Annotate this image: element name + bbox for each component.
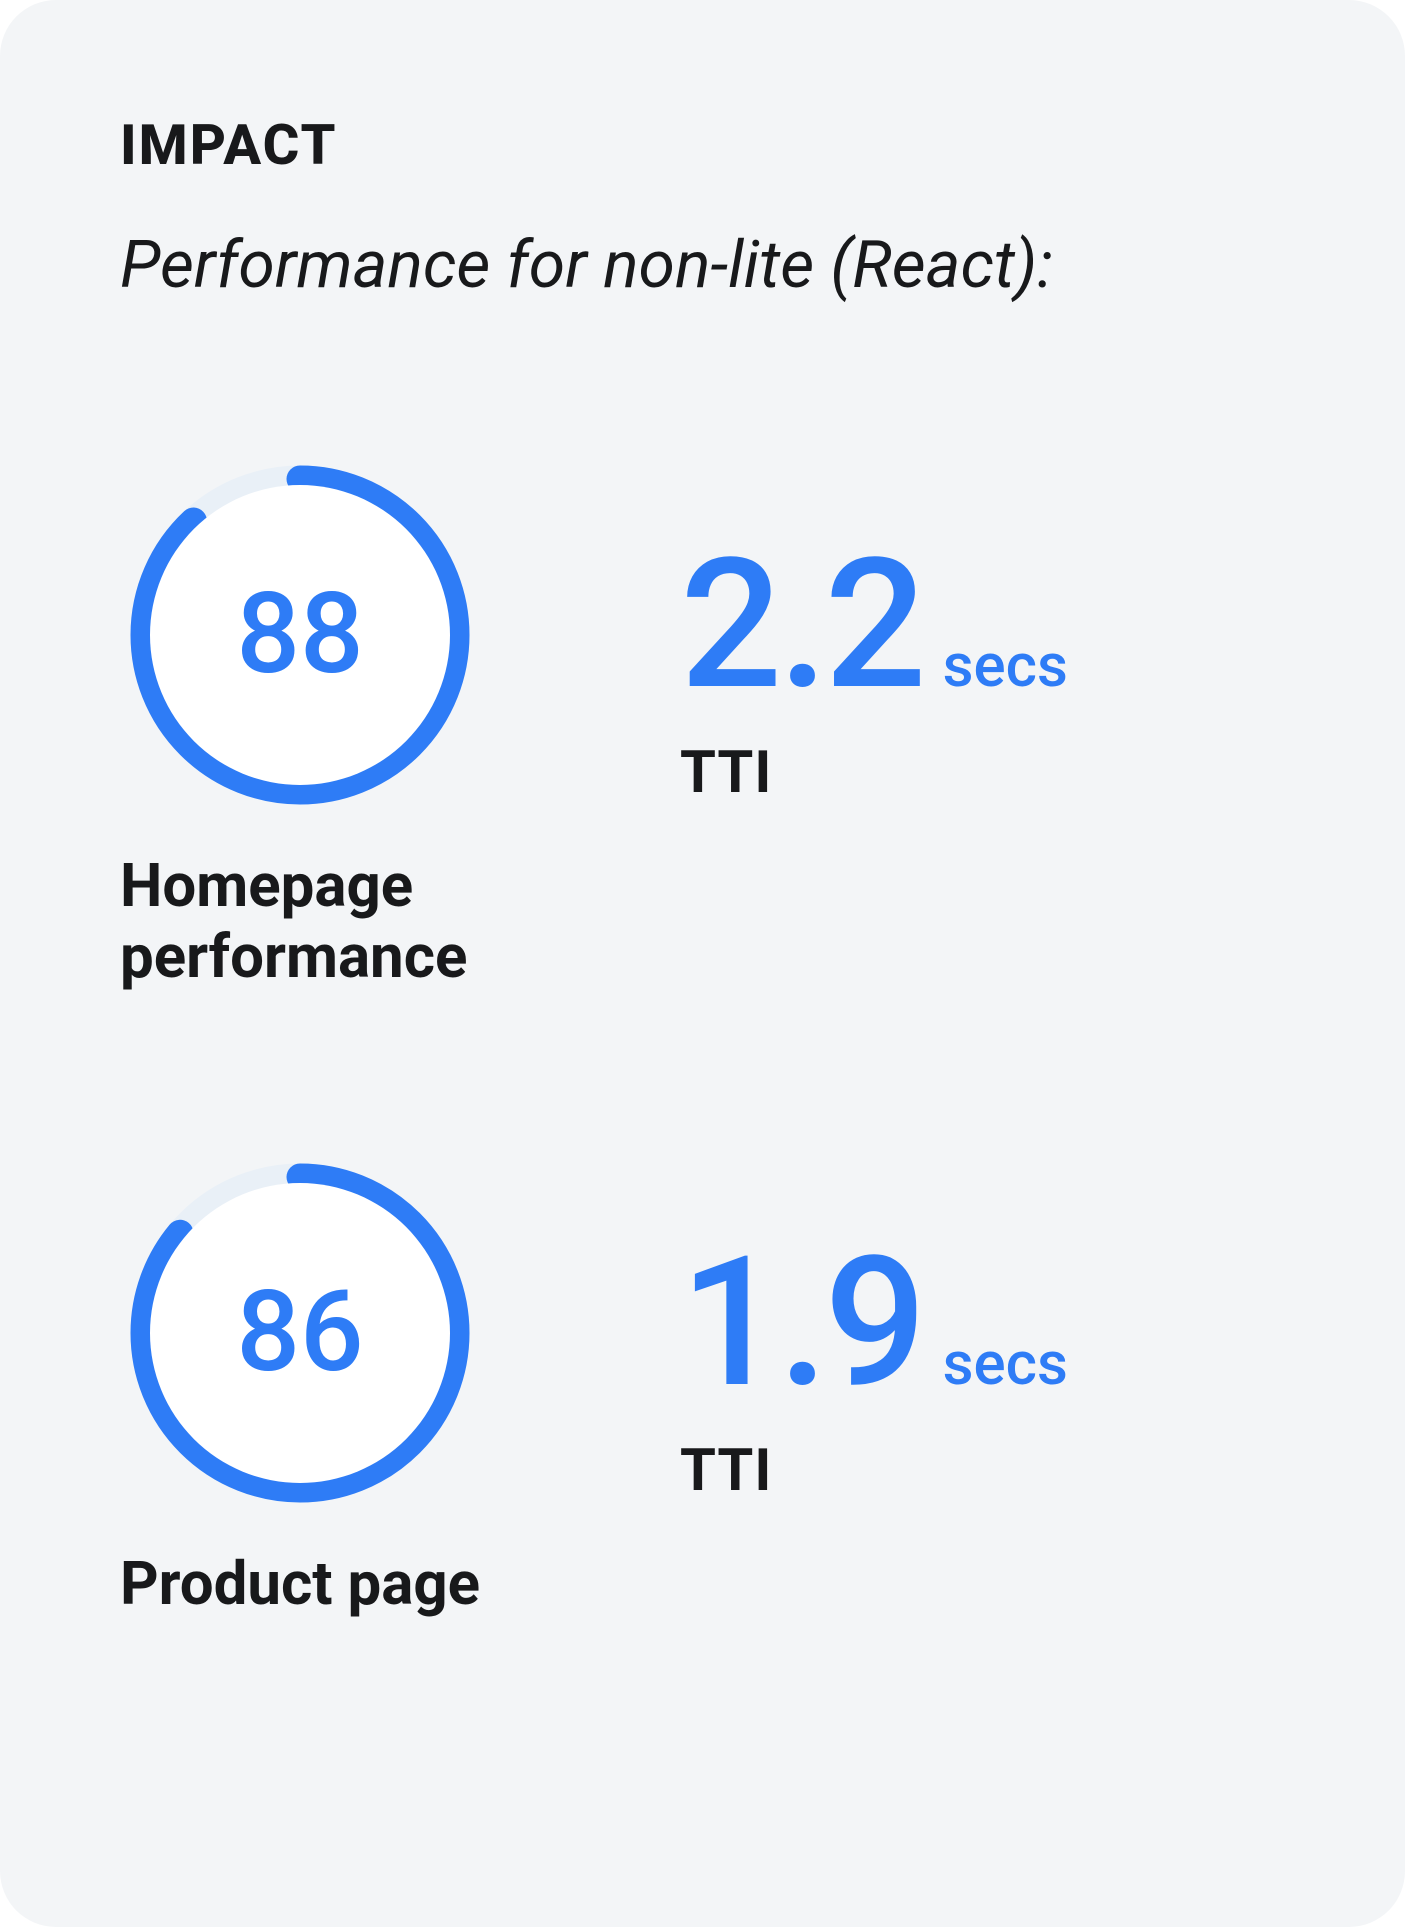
metric-value-product: 1.9 — [680, 1233, 923, 1413]
metric-row-homepage: 88 Homepage performance 2.2 secs TTI — [120, 455, 1285, 993]
gauge-label-homepage: Homepage performance — [120, 851, 540, 993]
gauge-wrap-product: 86 Product page — [120, 1153, 540, 1620]
metric-top-homepage: 2.2 secs — [680, 535, 1068, 715]
gauge-product: 86 — [120, 1153, 480, 1513]
gauge-score-product: 86 — [236, 1277, 363, 1389]
gauge-homepage: 88 — [120, 455, 480, 815]
metric-unit-homepage: secs — [943, 636, 1068, 710]
metric-value-homepage: 2.2 — [680, 535, 923, 715]
metric-row-product: 86 Product page 1.9 secs TTI — [120, 1153, 1285, 1620]
gauge-inner-homepage: 88 — [150, 485, 450, 785]
metric-unit-product: secs — [943, 1334, 1068, 1408]
impact-card: IMPACT Performance for non-lite (React):… — [0, 0, 1405, 1927]
gauge-inner-product: 86 — [150, 1183, 450, 1483]
metric-homepage: 2.2 secs TTI — [680, 455, 1068, 807]
metric-top-product: 1.9 secs — [680, 1233, 1068, 1413]
heading-impact: IMPACT — [120, 112, 1285, 178]
subheading: Performance for non-lite (React): — [120, 226, 1285, 305]
gauge-score-homepage: 88 — [236, 579, 363, 691]
gauge-label-product: Product page — [120, 1549, 480, 1620]
metric-label-homepage: TTI — [680, 739, 1068, 807]
gauge-wrap-homepage: 88 Homepage performance — [120, 455, 540, 993]
metric-product: 1.9 secs TTI — [680, 1153, 1068, 1505]
metric-label-product: TTI — [680, 1437, 1068, 1505]
